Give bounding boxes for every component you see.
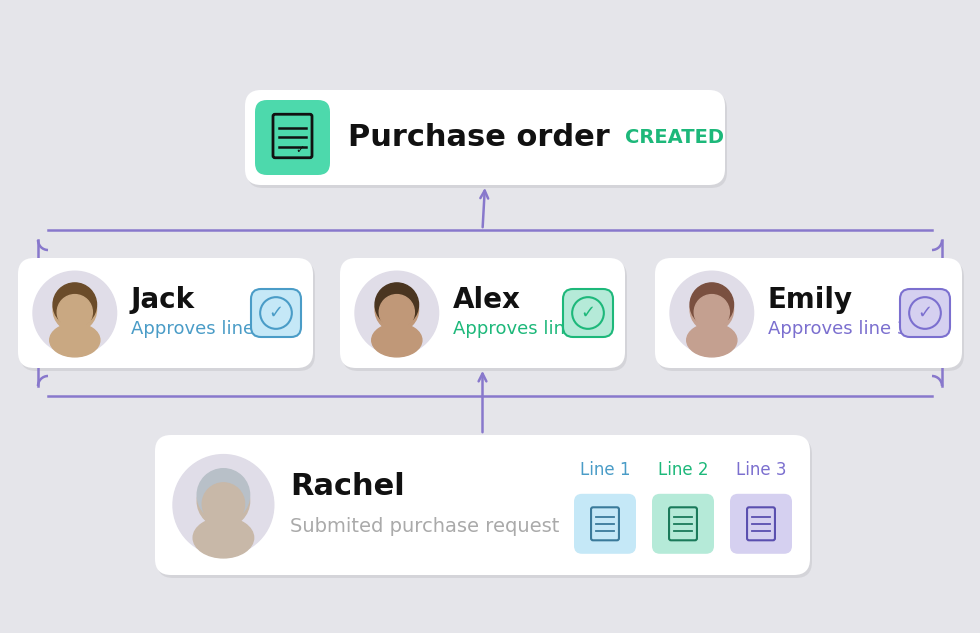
Ellipse shape — [687, 323, 737, 357]
Circle shape — [694, 294, 729, 330]
FancyBboxPatch shape — [245, 90, 725, 185]
FancyBboxPatch shape — [251, 289, 301, 337]
FancyBboxPatch shape — [18, 258, 313, 368]
FancyBboxPatch shape — [574, 494, 636, 554]
Ellipse shape — [371, 323, 421, 357]
Text: Jack: Jack — [130, 286, 195, 314]
Text: Line 2: Line 2 — [658, 461, 709, 479]
Text: Approves line 3: Approves line 3 — [767, 320, 908, 339]
Text: ✓: ✓ — [296, 145, 305, 154]
FancyBboxPatch shape — [20, 261, 315, 371]
Circle shape — [690, 288, 734, 332]
Text: ✓: ✓ — [580, 304, 596, 322]
FancyBboxPatch shape — [342, 261, 627, 371]
Circle shape — [197, 475, 250, 527]
FancyBboxPatch shape — [652, 494, 714, 554]
Circle shape — [53, 288, 97, 332]
Circle shape — [355, 271, 439, 355]
FancyBboxPatch shape — [900, 289, 950, 337]
FancyBboxPatch shape — [247, 93, 727, 188]
Circle shape — [375, 288, 418, 332]
Circle shape — [375, 283, 418, 327]
Circle shape — [53, 283, 97, 327]
Text: Submited purchase request: Submited purchase request — [290, 517, 560, 536]
Circle shape — [197, 468, 250, 521]
Circle shape — [173, 454, 273, 555]
Text: CREATED: CREATED — [625, 128, 724, 147]
FancyBboxPatch shape — [563, 289, 613, 337]
Circle shape — [33, 271, 117, 355]
Text: Line 3: Line 3 — [736, 461, 786, 479]
FancyBboxPatch shape — [255, 100, 330, 175]
Circle shape — [379, 294, 415, 330]
Text: Approves line 2: Approves line 2 — [453, 320, 593, 339]
Text: Purchase order: Purchase order — [348, 123, 610, 152]
Text: ✓: ✓ — [917, 304, 933, 322]
Text: Rachel: Rachel — [290, 472, 405, 501]
Text: Approves line 1: Approves line 1 — [130, 320, 270, 339]
Ellipse shape — [50, 323, 100, 357]
FancyBboxPatch shape — [657, 261, 964, 371]
Circle shape — [670, 271, 754, 355]
Circle shape — [690, 283, 734, 327]
Circle shape — [202, 483, 245, 525]
Circle shape — [57, 294, 92, 330]
FancyBboxPatch shape — [155, 435, 810, 575]
Ellipse shape — [193, 518, 254, 558]
FancyBboxPatch shape — [340, 258, 625, 368]
FancyBboxPatch shape — [157, 438, 812, 578]
Text: Emily: Emily — [767, 286, 853, 314]
FancyBboxPatch shape — [730, 494, 792, 554]
Text: Line 1: Line 1 — [580, 461, 630, 479]
Text: ✓: ✓ — [269, 304, 283, 322]
FancyBboxPatch shape — [655, 258, 962, 368]
Text: Alex: Alex — [453, 286, 520, 314]
